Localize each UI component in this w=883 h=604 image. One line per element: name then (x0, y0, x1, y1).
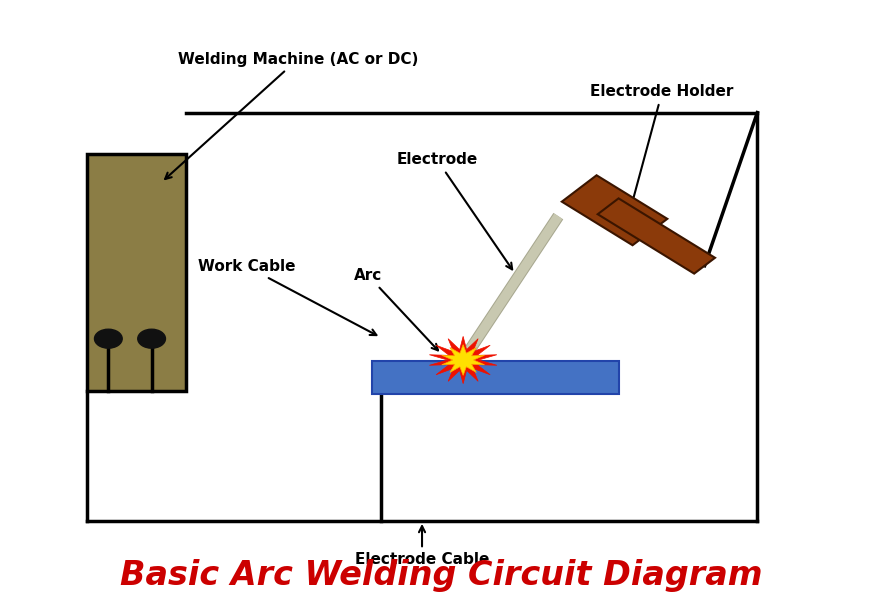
Bar (373, 361, 619, 394)
Text: Welding Machine (AC or DC): Welding Machine (AC or DC) (165, 52, 418, 179)
Polygon shape (598, 198, 715, 274)
Text: Basic Arc Welding Circuit Diagram: Basic Arc Welding Circuit Diagram (120, 559, 763, 592)
Polygon shape (442, 345, 485, 376)
Text: Work Cable: Work Cable (198, 259, 376, 335)
Text: Arc: Arc (354, 268, 438, 350)
Polygon shape (429, 336, 497, 384)
Circle shape (138, 329, 165, 348)
Polygon shape (562, 175, 668, 245)
Text: Electrode Cable: Electrode Cable (355, 526, 489, 567)
Text: Electrode: Electrode (396, 152, 512, 269)
Circle shape (94, 329, 122, 348)
Text: Electrode Holder: Electrode Holder (591, 85, 734, 205)
Bar (87, 154, 186, 391)
